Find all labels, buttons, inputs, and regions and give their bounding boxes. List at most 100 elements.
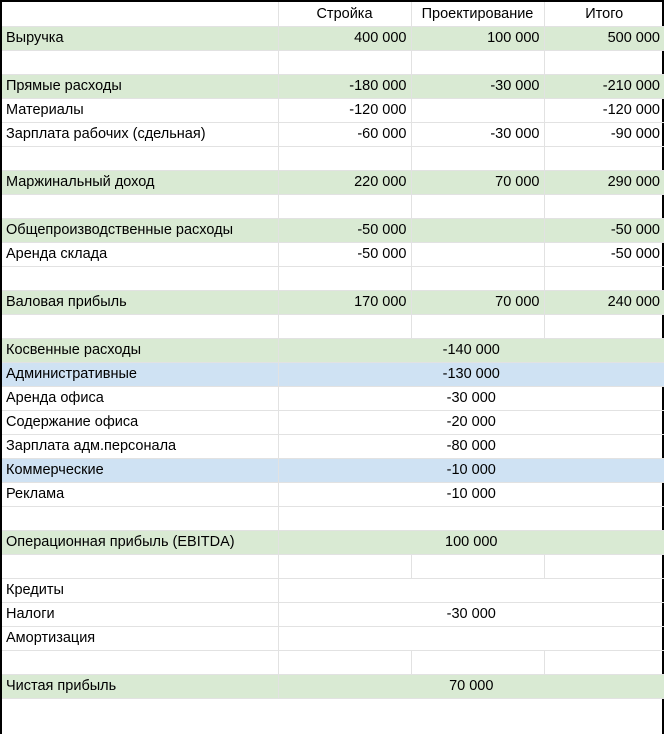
row-label-cell[interactable]: Валовая прибыль [2, 289, 279, 315]
value-cell-stroyka[interactable] [277, 649, 412, 675]
table-row: Косвенные расходы -140 000 [2, 337, 664, 363]
merged-value-cell[interactable]: -80 000 [277, 433, 664, 459]
value-cell-stroyka[interactable]: -50 000 [277, 217, 412, 243]
header-itogo[interactable]: Итого [543, 2, 664, 27]
value-cell-itogo[interactable] [543, 313, 664, 339]
value-cell-proektirovanie[interactable] [410, 649, 545, 675]
row-label-cell[interactable]: Кредиты [2, 577, 279, 603]
value-cell-proektirovanie[interactable] [410, 193, 545, 219]
row-label-cell[interactable]: Операционная прибыль (EBITDA) [2, 529, 279, 555]
merged-value-cell[interactable]: -130 000 [277, 361, 664, 387]
value-cell-stroyka[interactable] [277, 265, 412, 291]
header-row: Стройка Проектирование Итого [2, 2, 664, 27]
merged-value-cell[interactable] [277, 505, 664, 531]
value-cell-itogo[interactable] [543, 193, 664, 219]
value-cell-itogo[interactable] [543, 649, 664, 675]
value-cell-stroyka[interactable]: 220 000 [277, 169, 412, 195]
table-row [2, 145, 664, 171]
row-label-cell[interactable]: Маржинальный доход [2, 169, 279, 195]
value-cell-stroyka[interactable]: -180 000 [277, 73, 412, 99]
row-label-cell[interactable]: Амортизация [2, 625, 279, 651]
value-cell-itogo[interactable]: 290 000 [543, 169, 664, 195]
row-label-cell[interactable]: Административные [2, 361, 279, 387]
table-row: Содержание офиса -20 000 [2, 409, 664, 435]
value-cell-proektirovanie[interactable] [410, 217, 545, 243]
table-row [2, 649, 664, 675]
value-cell-proektirovanie[interactable]: -30 000 [410, 73, 545, 99]
row-label-cell[interactable]: Аренда склада [2, 241, 279, 267]
value-cell-proektirovanie[interactable]: 70 000 [410, 169, 545, 195]
value-cell-itogo[interactable]: -50 000 [543, 241, 664, 267]
value-cell-stroyka[interactable]: -60 000 [277, 121, 412, 147]
value-cell-stroyka[interactable]: -120 000 [277, 97, 412, 123]
merged-value-cell[interactable]: -10 000 [277, 481, 664, 507]
row-label-cell[interactable]: Аренда офиса [2, 385, 279, 411]
merged-value-cell[interactable] [277, 577, 664, 603]
row-label-cell[interactable] [2, 265, 279, 291]
row-label-cell[interactable]: Налоги [2, 601, 279, 627]
merged-value-cell[interactable] [277, 625, 664, 651]
row-label-cell[interactable]: Материалы [2, 97, 279, 123]
value-cell-stroyka[interactable] [277, 313, 412, 339]
value-cell-itogo[interactable] [543, 265, 664, 291]
value-cell-itogo[interactable]: -90 000 [543, 121, 664, 147]
value-cell-itogo[interactable] [543, 145, 664, 171]
value-cell-stroyka[interactable] [277, 193, 412, 219]
value-cell-itogo[interactable]: -210 000 [543, 73, 664, 99]
header-cell[interactable] [2, 2, 279, 27]
value-cell-stroyka[interactable]: 400 000 [277, 25, 412, 51]
merged-value-cell[interactable]: -140 000 [277, 337, 664, 363]
row-label-cell[interactable]: Косвенные расходы [2, 337, 279, 363]
row-label-cell[interactable]: Прямые расходы [2, 73, 279, 99]
value-cell-proektirovanie[interactable] [410, 145, 545, 171]
row-label-cell[interactable]: Общепроизводственные расходы [2, 217, 279, 243]
table-row: Маржинальный доход 220 000 70 000 290 000 [2, 169, 664, 195]
value-cell-proektirovanie[interactable] [410, 97, 545, 123]
header-proektirovanie[interactable]: Проектирование [410, 2, 545, 27]
row-label-cell[interactable] [2, 193, 279, 219]
value-cell-itogo[interactable] [543, 49, 664, 75]
row-label-cell[interactable]: Зарплата адм.персонала [2, 433, 279, 459]
row-label-cell[interactable] [2, 313, 279, 339]
value-cell-stroyka[interactable] [277, 145, 412, 171]
table-row [2, 553, 664, 579]
row-label-cell[interactable]: Чистая прибыль [2, 673, 279, 699]
value-cell-proektirovanie[interactable] [410, 553, 545, 579]
row-label-cell[interactable] [2, 145, 279, 171]
value-cell-itogo[interactable]: -120 000 [543, 97, 664, 123]
value-cell-proektirovanie[interactable]: 100 000 [410, 25, 545, 51]
value-cell-proektirovanie[interactable] [410, 313, 545, 339]
row-label-cell[interactable] [2, 49, 279, 75]
row-label-cell[interactable] [2, 505, 279, 531]
value-cell-stroyka[interactable]: -50 000 [277, 241, 412, 267]
table-row: Кредиты [2, 577, 664, 603]
merged-value-cell[interactable]: -30 000 [277, 601, 664, 627]
value-cell-stroyka[interactable]: 170 000 [277, 289, 412, 315]
value-cell-proektirovanie[interactable] [410, 49, 545, 75]
value-cell-proektirovanie[interactable] [410, 265, 545, 291]
row-label-cell[interactable]: Выручка [2, 25, 279, 51]
value-cell-stroyka[interactable] [277, 49, 412, 75]
row-label-cell[interactable]: Зарплата рабочих (сдельная) [2, 121, 279, 147]
value-cell-itogo[interactable]: 240 000 [543, 289, 664, 315]
row-label-cell[interactable]: Коммерческие [2, 457, 279, 483]
row-label-cell[interactable]: Содержание офиса [2, 409, 279, 435]
value-cell-proektirovanie[interactable] [410, 241, 545, 267]
merged-value-cell[interactable]: 100 000 [277, 529, 664, 555]
value-cell-itogo[interactable]: -50 000 [543, 217, 664, 243]
merged-value-cell[interactable]: -30 000 [277, 385, 664, 411]
row-label-cell[interactable]: Реклама [2, 481, 279, 507]
table-row: Аренда склада -50 000 -50 000 [2, 241, 664, 267]
value-cell-stroyka[interactable] [277, 553, 412, 579]
merged-value-cell[interactable]: 70 000 [277, 673, 664, 699]
table-row: Общепроизводственные расходы -50 000 -50 0… [2, 217, 664, 243]
value-cell-proektirovanie[interactable]: 70 000 [410, 289, 545, 315]
row-label-cell[interactable] [2, 553, 279, 579]
row-label-cell[interactable] [2, 649, 279, 675]
value-cell-itogo[interactable]: 500 000 [543, 25, 664, 51]
header-stroyka[interactable]: Стройка [277, 2, 412, 27]
merged-value-cell[interactable]: -10 000 [277, 457, 664, 483]
value-cell-proektirovanie[interactable]: -30 000 [410, 121, 545, 147]
value-cell-itogo[interactable] [543, 553, 664, 579]
merged-value-cell[interactable]: -20 000 [277, 409, 664, 435]
